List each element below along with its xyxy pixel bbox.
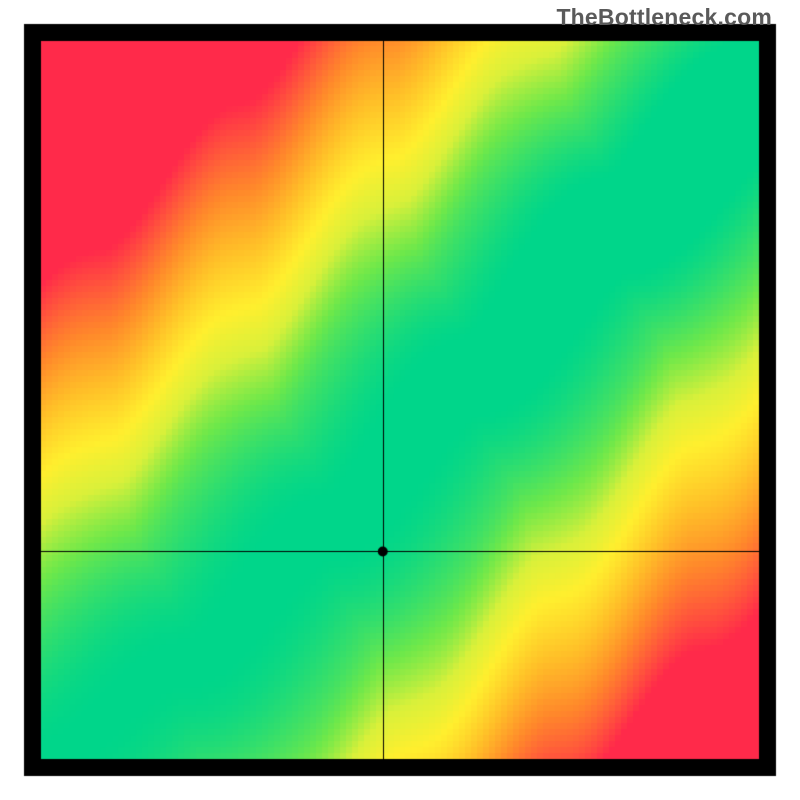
bottleneck-heatmap-canvas [0,0,800,800]
watermark-text: TheBottleneck.com [556,4,772,31]
